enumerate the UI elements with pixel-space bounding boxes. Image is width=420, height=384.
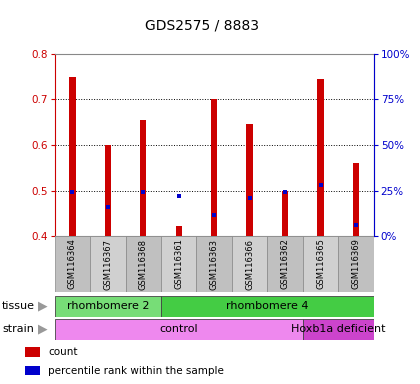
Text: GSM116362: GSM116362 [281,238,290,290]
Bar [126,236,161,292]
Point [69,189,76,195]
Text: rhombomere 4: rhombomere 4 [226,301,309,311]
Text: ▶: ▶ [39,300,48,313]
Text: GSM116367: GSM116367 [103,238,112,290]
Bar [25,366,40,376]
Point [282,189,289,195]
Text: GSM116363: GSM116363 [210,238,219,290]
Bar [339,236,374,292]
Text: percentile rank within the sample: percentile rank within the sample [48,366,224,376]
Text: control: control [160,324,198,334]
Bar [303,319,374,340]
Text: GSM116365: GSM116365 [316,238,325,290]
Text: count: count [48,347,78,357]
Bar [55,319,303,340]
Text: tissue: tissue [2,301,35,311]
Point [246,195,253,201]
Text: GSM116368: GSM116368 [139,238,148,290]
Bar [268,236,303,292]
Text: GSM116364: GSM116364 [68,238,77,290]
Bar [55,296,161,317]
Text: Hoxb1a deficient: Hoxb1a deficient [291,324,386,334]
Bar [211,99,218,236]
Bar [90,236,126,292]
Bar [318,79,324,236]
Text: rhombomere 2: rhombomere 2 [66,301,149,311]
Text: GSM116361: GSM116361 [174,238,183,290]
Bar [232,236,268,292]
Point [353,222,360,228]
Point [105,204,111,210]
Bar [55,236,90,292]
Bar [176,226,182,236]
Bar [282,190,288,236]
Bar [140,120,147,236]
Text: strain: strain [2,324,34,334]
Bar [247,124,253,236]
Text: GDS2575 / 8883: GDS2575 / 8883 [144,19,259,33]
Bar [105,145,111,236]
Point [176,193,182,199]
Point [211,212,218,218]
Bar [69,76,76,236]
Text: GSM116369: GSM116369 [352,238,360,290]
Bar [161,296,374,317]
Point [317,182,324,188]
Bar [353,163,359,236]
Bar [197,236,232,292]
Bar [161,236,197,292]
Text: ▶: ▶ [39,323,48,336]
Text: GSM116366: GSM116366 [245,238,254,290]
Point [140,189,147,195]
Bar [303,236,339,292]
Bar [25,347,40,357]
